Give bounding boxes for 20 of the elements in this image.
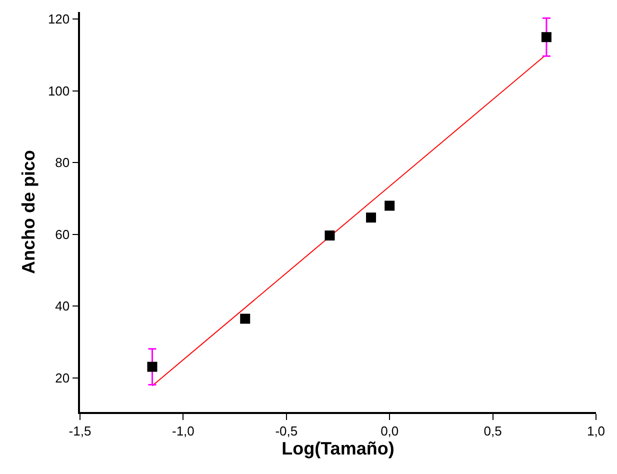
x-tick-label: -1,5	[68, 423, 92, 438]
x-tick-label: -0,5	[275, 423, 298, 438]
point	[366, 212, 376, 223]
point	[147, 362, 158, 372]
y-tick-label: 20	[55, 370, 70, 386]
x-tick-label: 1,0	[586, 423, 606, 438]
point	[240, 314, 250, 324]
x-tick-label: -1,0	[172, 423, 194, 438]
y-tick-label: 60	[55, 226, 70, 242]
y-tick-label: 40	[55, 298, 70, 314]
point	[384, 200, 395, 211]
x-tick-label: 0,5	[484, 423, 502, 438]
y-tick-label: 120	[48, 12, 70, 27]
y-axis-title: Ancho de pico	[18, 150, 39, 274]
x-axis-title: Log(Tamaño)	[282, 438, 394, 458]
point	[324, 230, 335, 240]
y-tick-label: 100	[48, 83, 70, 98]
point	[541, 32, 552, 42]
x-tick-label: 0,0	[380, 423, 399, 438]
y-tick-label: 80	[55, 155, 70, 170]
